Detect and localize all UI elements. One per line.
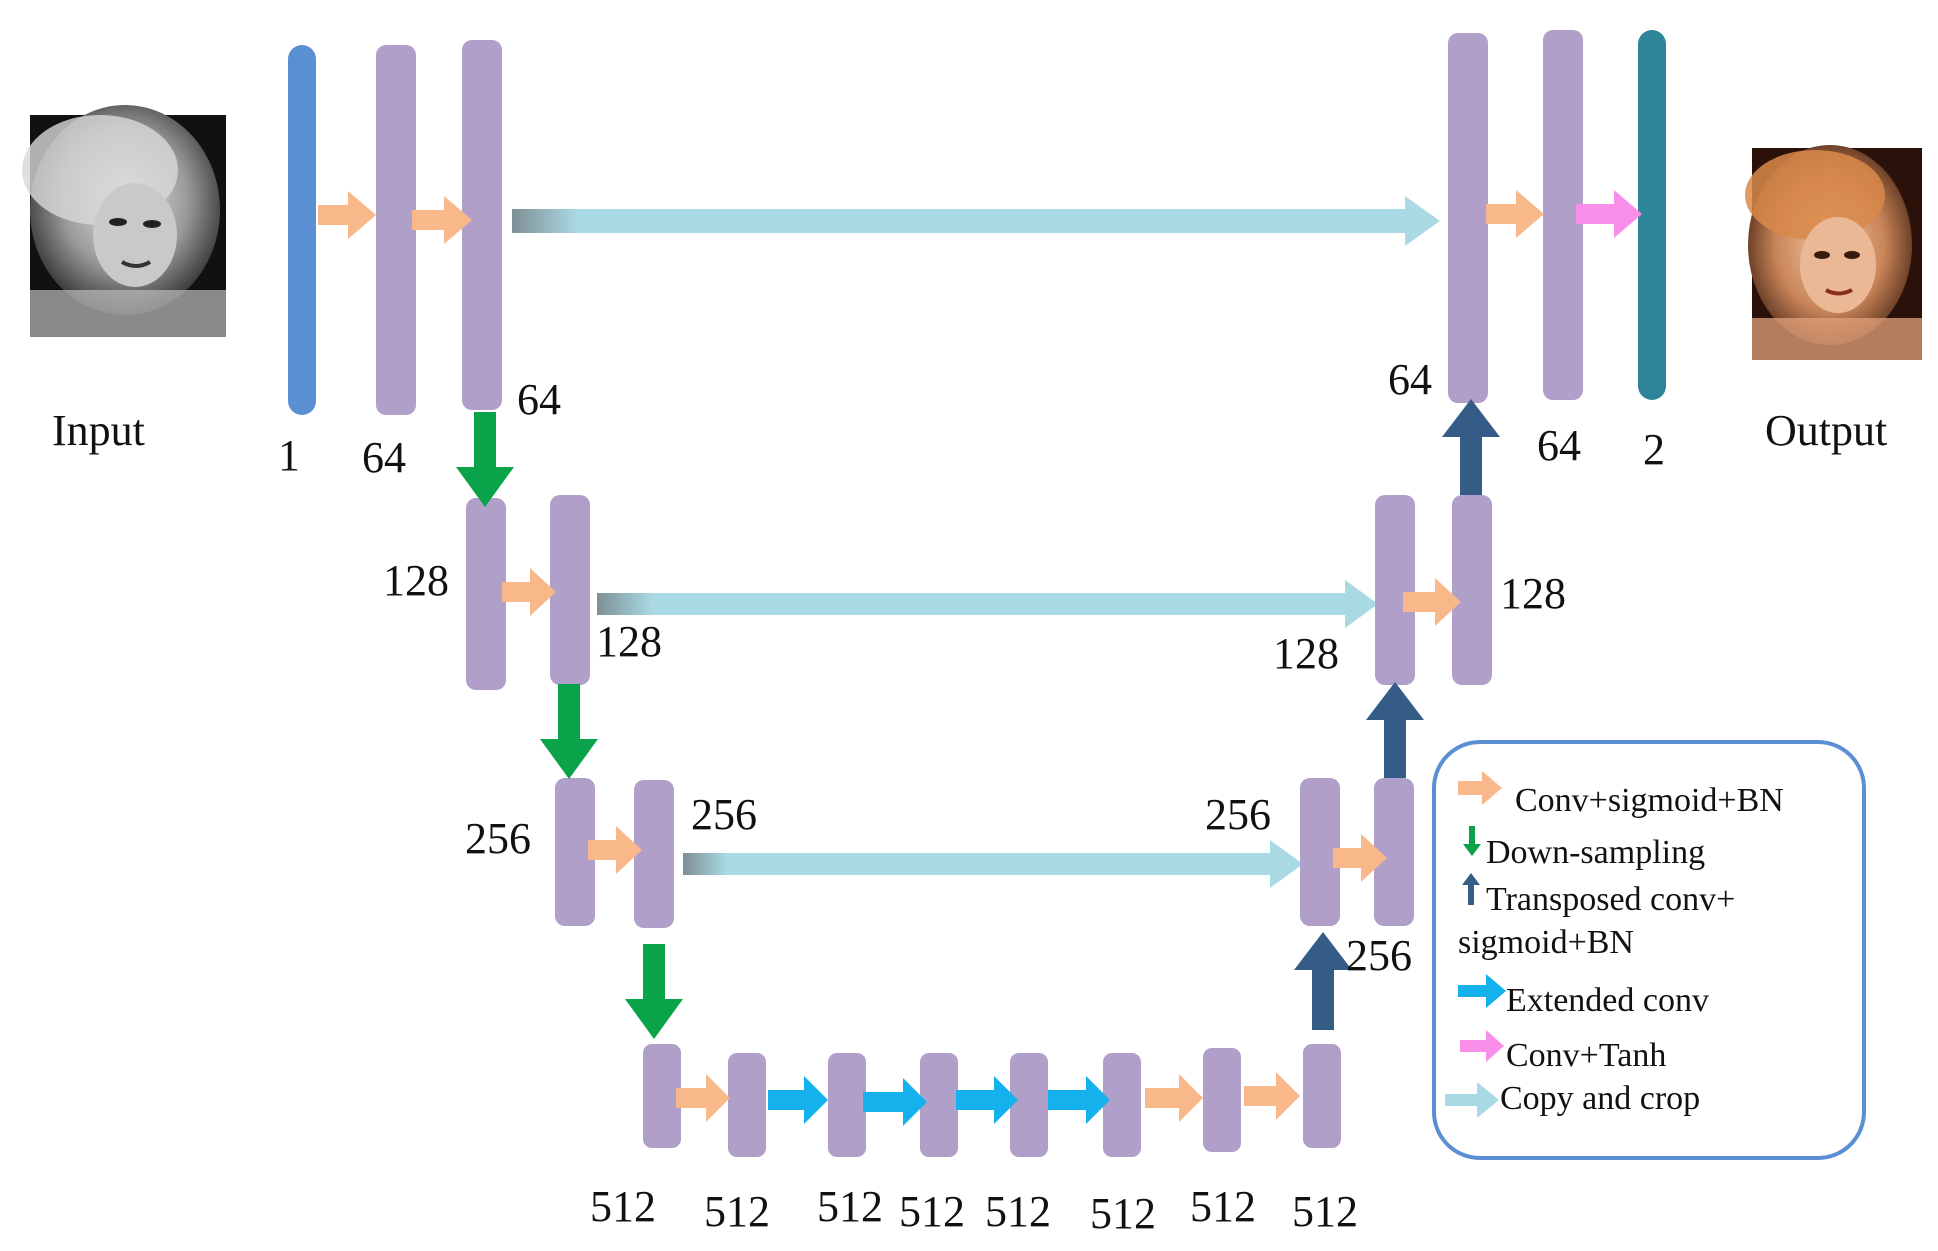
dec1-bar-a [1448,33,1488,403]
bottleneck-bar-1 [643,1044,681,1148]
dec3-bar-a [1300,778,1340,926]
enc3-bar-a [555,778,595,926]
transposed-conv-arrow [1366,682,1424,778]
extended-conv-arrow [956,1076,1018,1124]
channel-label-256: 256 [465,814,531,863]
legend-copy-label: Copy and crop [1500,1080,1701,1117]
output-image [1745,145,1922,360]
channel-label-64: 64 [362,433,406,482]
conv-arrow [1486,190,1544,238]
enc3-bar-b [634,780,674,928]
channel-label-128: 128 [1500,569,1566,618]
channel-label-64: 64 [1388,355,1432,404]
channel-label-256: 256 [691,790,757,839]
input-layer-bar [288,45,316,415]
channel-label-512: 512 [817,1182,883,1231]
channel-label-64: 64 [517,375,561,424]
enc1-bar-a [376,45,416,415]
copy-arrow-level1 [512,196,1440,246]
bottleneck-bar-4 [920,1053,958,1157]
channel-label-128: 128 [1273,629,1339,678]
conv-arrow [676,1074,730,1122]
channel-label-1: 1 [278,431,300,480]
legend-icons [1445,771,1506,1118]
legend-transposed-label-2: sigmoid+BN [1458,924,1634,961]
conv-arrow [412,196,472,244]
legend-extended-icon [1458,974,1506,1008]
legend-conv-icon [1458,771,1502,805]
legend-transposed-label-1: Transposed conv+ [1486,881,1736,918]
conv-arrow [1244,1072,1300,1120]
extended-arrows [768,1076,1110,1126]
input-image [22,105,226,337]
conv-arrow [1403,578,1461,626]
conv-arrow [318,191,376,239]
bottleneck-bar-8 [1303,1044,1341,1148]
legend-tanh-icon [1460,1030,1504,1062]
up-arrows [1294,399,1500,1030]
bottleneck-bar-5 [1010,1053,1048,1157]
channel-label-64: 64 [1537,421,1581,470]
channel-label-512: 512 [1190,1182,1256,1231]
legend-copy-icon [1445,1082,1499,1118]
bottleneck-bar-2 [728,1053,766,1157]
dec2-bar-a [1375,495,1415,685]
extended-conv-arrow [1048,1076,1110,1124]
channel-label-512: 512 [985,1187,1051,1236]
feature-maps [288,30,1666,1157]
output-label: Output [1765,406,1888,455]
conv-arrows [318,190,1544,1122]
channel-label-256: 256 [1205,790,1271,839]
tanh-arrow [1576,190,1642,238]
legend-up-icon [1462,873,1480,905]
channel-label-128: 128 [596,617,662,666]
legend-down-label: Down-sampling [1486,834,1706,871]
enc1-bar-b [462,40,502,410]
legend-conv-label: Conv+sigmoid+BN [1515,782,1784,819]
copy-arrow-level3 [683,840,1303,888]
legend-box [1432,740,1866,1160]
channel-label-512: 512 [704,1187,770,1236]
enc2-bar-a [466,498,506,690]
channel-label-512: 512 [1292,1187,1358,1236]
conv-arrow [1145,1074,1203,1122]
down-sampling-arrow [456,412,514,507]
channel-label-256: 256 [1346,931,1412,980]
dec2-bar-b [1452,495,1492,685]
transposed-conv-arrow [1442,399,1500,495]
output-layer-bar [1638,30,1666,400]
channel-label-128: 128 [383,556,449,605]
down-sampling-arrow [540,684,598,779]
conv-arrow [1333,834,1387,882]
enc2-bar-b [550,495,590,685]
channel-label-512: 512 [590,1182,656,1231]
transposed-conv-arrow [1294,932,1352,1030]
legend-extended-label: Extended conv [1506,982,1709,1019]
input-label: Input [52,406,145,455]
channel-label-2: 2 [1643,425,1665,474]
legend-tanh-label: Conv+Tanh [1506,1037,1667,1074]
copy-arrow-level2 [597,580,1378,628]
extended-conv-arrow [768,1076,828,1124]
dec3-bar-b [1374,778,1414,926]
down-sampling-arrow [625,944,683,1039]
dec1-bar-b [1543,30,1583,400]
extended-conv-arrow [863,1078,927,1126]
copy-arrows [512,196,1440,888]
legend-down-icon [1463,826,1481,856]
bottleneck-bar-3 [828,1053,866,1157]
down-arrows [456,412,683,1039]
bottleneck-bar-7 [1203,1048,1241,1152]
channel-label-512: 512 [1090,1189,1156,1238]
conv-arrow [502,568,556,616]
channel-label-512: 512 [899,1187,965,1236]
bottleneck-bar-6 [1103,1053,1141,1157]
conv-arrow [588,826,642,874]
